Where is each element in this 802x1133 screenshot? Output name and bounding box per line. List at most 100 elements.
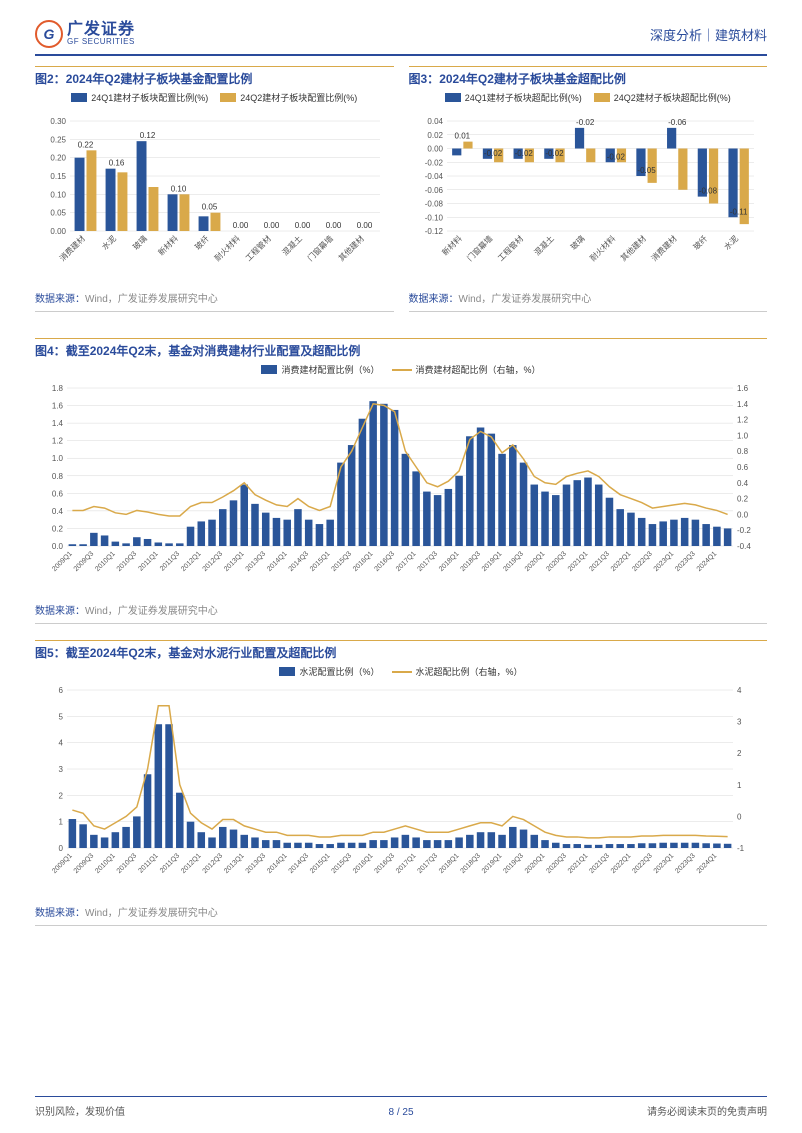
legend-label: 消费建材配置比例（%） <box>281 363 379 376</box>
svg-text:0.00: 0.00 <box>50 227 66 236</box>
svg-text:0.01: 0.01 <box>454 132 470 141</box>
svg-text:2023Q3: 2023Q3 <box>674 550 697 573</box>
legend-label: 水泥超配比例（右轴，%） <box>416 665 523 678</box>
svg-text:2022Q3: 2022Q3 <box>631 852 654 875</box>
svg-text:1.2: 1.2 <box>52 437 64 446</box>
svg-text:-0.2: -0.2 <box>737 526 751 535</box>
svg-text:1.6: 1.6 <box>52 402 64 411</box>
legend-swatch <box>392 671 412 673</box>
chart4-legend: 消费建材配置比例（%） 消费建材超配比例（右轴，%） <box>35 363 767 376</box>
svg-text:0.20: 0.20 <box>50 154 66 163</box>
svg-text:-0.10: -0.10 <box>424 213 443 222</box>
svg-text:2022Q3: 2022Q3 <box>631 550 654 573</box>
svg-text:0.00: 0.00 <box>357 221 373 230</box>
svg-text:0.0: 0.0 <box>52 542 64 551</box>
svg-text:2018Q1: 2018Q1 <box>438 852 461 875</box>
svg-text:门窗幕墙: 门窗幕墙 <box>464 233 494 263</box>
svg-text:2015Q1: 2015Q1 <box>309 550 332 573</box>
chart5-combo-chart: 0123456-1012342009Q12009Q32010Q12010Q320… <box>35 680 765 900</box>
legend-swatch <box>445 93 461 102</box>
svg-text:0.00: 0.00 <box>326 221 342 230</box>
chart4-title: 图4：截至2024年Q2末，基金对消费建材行业配置及超配比例 <box>35 344 360 358</box>
svg-text:2016Q1: 2016Q1 <box>352 550 375 573</box>
svg-text:0.12: 0.12 <box>140 131 156 140</box>
svg-text:2012Q1: 2012Q1 <box>180 550 203 573</box>
svg-text:玻璃: 玻璃 <box>131 233 149 251</box>
svg-text:2024Q1: 2024Q1 <box>696 550 719 573</box>
legend-label: 24Q1建材子板块配置比例(%) <box>91 91 208 104</box>
svg-text:0.00: 0.00 <box>264 221 280 230</box>
svg-text:2020Q3: 2020Q3 <box>545 550 568 573</box>
svg-text:-0.4: -0.4 <box>737 542 751 551</box>
svg-text:0.4: 0.4 <box>52 507 64 516</box>
chart4-source: 数据来源：Wind，广发证券发展研究中心 <box>35 598 767 624</box>
svg-text:2014Q3: 2014Q3 <box>288 852 311 875</box>
svg-text:消费建材: 消费建材 <box>57 233 87 263</box>
svg-text:-0.12: -0.12 <box>424 227 443 236</box>
svg-text:2018Q3: 2018Q3 <box>459 852 482 875</box>
chart2-title: 图2：2024年Q2建材子板块基金配置比例 <box>35 72 252 86</box>
svg-text:1.4: 1.4 <box>52 419 64 428</box>
svg-text:0.25: 0.25 <box>50 135 66 144</box>
svg-text:2011Q3: 2011Q3 <box>159 550 181 572</box>
svg-text:5: 5 <box>59 712 64 721</box>
svg-text:2013Q3: 2013Q3 <box>245 852 268 875</box>
svg-text:2011Q1: 2011Q1 <box>138 550 160 572</box>
svg-text:2016Q1: 2016Q1 <box>352 852 375 875</box>
chart3-title: 图3：2024年Q2建材子板块基金超配比例 <box>409 72 626 86</box>
svg-text:玻纤: 玻纤 <box>193 233 211 251</box>
legend-label: 24Q1建材子板块超配比例(%) <box>465 91 582 104</box>
svg-text:2019Q1: 2019Q1 <box>481 852 504 875</box>
svg-text:3: 3 <box>59 765 64 774</box>
svg-text:2012Q3: 2012Q3 <box>202 852 225 875</box>
svg-text:2017Q3: 2017Q3 <box>416 550 439 573</box>
svg-text:新材料: 新材料 <box>439 233 463 257</box>
svg-text:工程管材: 工程管材 <box>495 233 525 263</box>
svg-text:-0.05: -0.05 <box>637 166 656 175</box>
svg-text:2023Q1: 2023Q1 <box>653 852 676 875</box>
legend-label: 24Q2建材子板块超配比例(%) <box>614 91 731 104</box>
svg-text:2: 2 <box>59 791 64 800</box>
footer-page-number: 8 / 25 <box>0 1101 802 1118</box>
svg-text:2: 2 <box>737 749 742 758</box>
chart5-source: 数据来源：Wind，广发证券发展研究中心 <box>35 900 767 926</box>
svg-text:混凝土: 混凝土 <box>531 233 555 257</box>
svg-text:2010Q1: 2010Q1 <box>94 550 117 573</box>
svg-text:-0.02: -0.02 <box>576 118 595 127</box>
svg-text:2013Q3: 2013Q3 <box>245 550 268 573</box>
svg-text:2009Q1: 2009Q1 <box>51 852 74 875</box>
svg-text:6: 6 <box>59 686 64 695</box>
svg-text:2011Q3: 2011Q3 <box>159 852 181 874</box>
svg-text:0.8: 0.8 <box>52 472 64 481</box>
page-header: G 广发证券 GF SECURITIES 深度分析｜建筑材料 <box>35 20 767 56</box>
svg-text:-0.08: -0.08 <box>424 200 443 209</box>
svg-text:工程管材: 工程管材 <box>243 233 273 263</box>
svg-text:1: 1 <box>59 818 64 827</box>
svg-text:2011Q1: 2011Q1 <box>138 852 160 874</box>
logo: G 广发证券 GF SECURITIES <box>35 20 135 48</box>
svg-text:1.0: 1.0 <box>737 431 749 440</box>
legend-swatch <box>261 365 277 374</box>
svg-text:2009Q3: 2009Q3 <box>73 852 96 875</box>
svg-text:0.10: 0.10 <box>50 190 66 199</box>
chart2-source: 数据来源：Wind，广发证券发展研究中心 <box>35 286 394 312</box>
legend-label: 24Q2建材子板块配置比例(%) <box>240 91 357 104</box>
svg-text:0.15: 0.15 <box>50 172 66 181</box>
svg-text:0.4: 0.4 <box>737 479 749 488</box>
svg-text:1.2: 1.2 <box>737 416 749 425</box>
svg-text:玻纤: 玻纤 <box>690 233 708 251</box>
svg-text:3: 3 <box>737 718 742 727</box>
svg-text:-0.04: -0.04 <box>424 172 443 181</box>
svg-text:0.00: 0.00 <box>295 221 311 230</box>
logo-text-en: GF SECURITIES <box>67 38 135 46</box>
svg-text:2010Q1: 2010Q1 <box>94 852 117 875</box>
legend-swatch <box>392 369 412 371</box>
chart3-source: 数据来源：Wind，广发证券发展研究中心 <box>409 286 768 312</box>
svg-text:2019Q3: 2019Q3 <box>502 550 525 573</box>
svg-text:1.4: 1.4 <box>737 400 749 409</box>
svg-text:-0.06: -0.06 <box>424 186 443 195</box>
svg-text:2022Q1: 2022Q1 <box>610 550 633 573</box>
legend-label: 消费建材超配比例（右轴，%） <box>416 363 541 376</box>
svg-text:2019Q1: 2019Q1 <box>481 550 504 573</box>
svg-text:其他建材: 其他建材 <box>336 233 366 263</box>
